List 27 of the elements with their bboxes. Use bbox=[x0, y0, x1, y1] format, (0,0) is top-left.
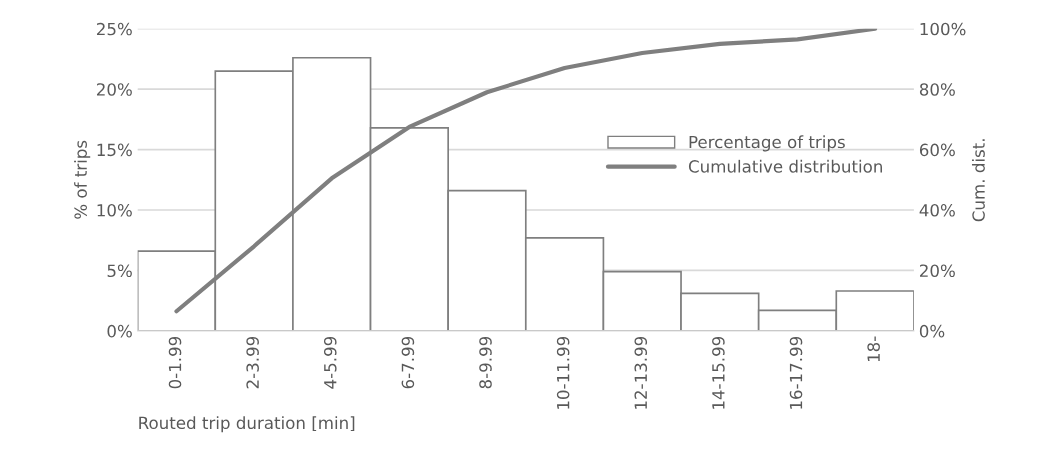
legend-label: Percentage of trips bbox=[689, 135, 845, 152]
y-tick-label: 25% bbox=[96, 22, 132, 36]
x-tick-label: 10-11.99 bbox=[556, 336, 570, 409]
y-tick-label: 10% bbox=[97, 204, 132, 217]
y-tick-label: 20% bbox=[96, 83, 132, 96]
y2-tick-label: 100% bbox=[920, 22, 966, 36]
y2-tick-label: 80% bbox=[919, 83, 955, 96]
x-tick-label: 6-7.99 bbox=[401, 336, 415, 389]
y2-tick-label: 60% bbox=[919, 143, 955, 157]
x-tick-label: 0-1.99 bbox=[168, 336, 182, 389]
y2-tick-label: 40% bbox=[919, 204, 955, 217]
x-tick-label: 8-9.99 bbox=[479, 336, 492, 389]
y-tick-label: 0% bbox=[107, 324, 132, 338]
y-tick-label: 5% bbox=[107, 264, 132, 278]
x-tick-label: 12-13.99 bbox=[634, 336, 648, 409]
x-tick-label: 16-17.99 bbox=[789, 336, 803, 409]
x-tick-label: 18- bbox=[867, 336, 880, 362]
x-tick-label: 14-15.99 bbox=[712, 336, 725, 409]
x-axis-title: Routed trip duration [min] bbox=[139, 416, 355, 433]
y2-tick-label: 0% bbox=[919, 324, 945, 338]
y2-tick-label: 20% bbox=[920, 264, 955, 278]
x-tick-label: 4-5.99 bbox=[323, 336, 337, 389]
legend-label: Cumulative distribution bbox=[688, 159, 882, 173]
y-tick-label: 15% bbox=[97, 143, 132, 157]
y2-axis-title: Cum. dist. bbox=[971, 139, 985, 222]
y-axis-title: % of trips bbox=[74, 140, 91, 219]
x-tick-label: 2-3.99 bbox=[246, 336, 259, 389]
